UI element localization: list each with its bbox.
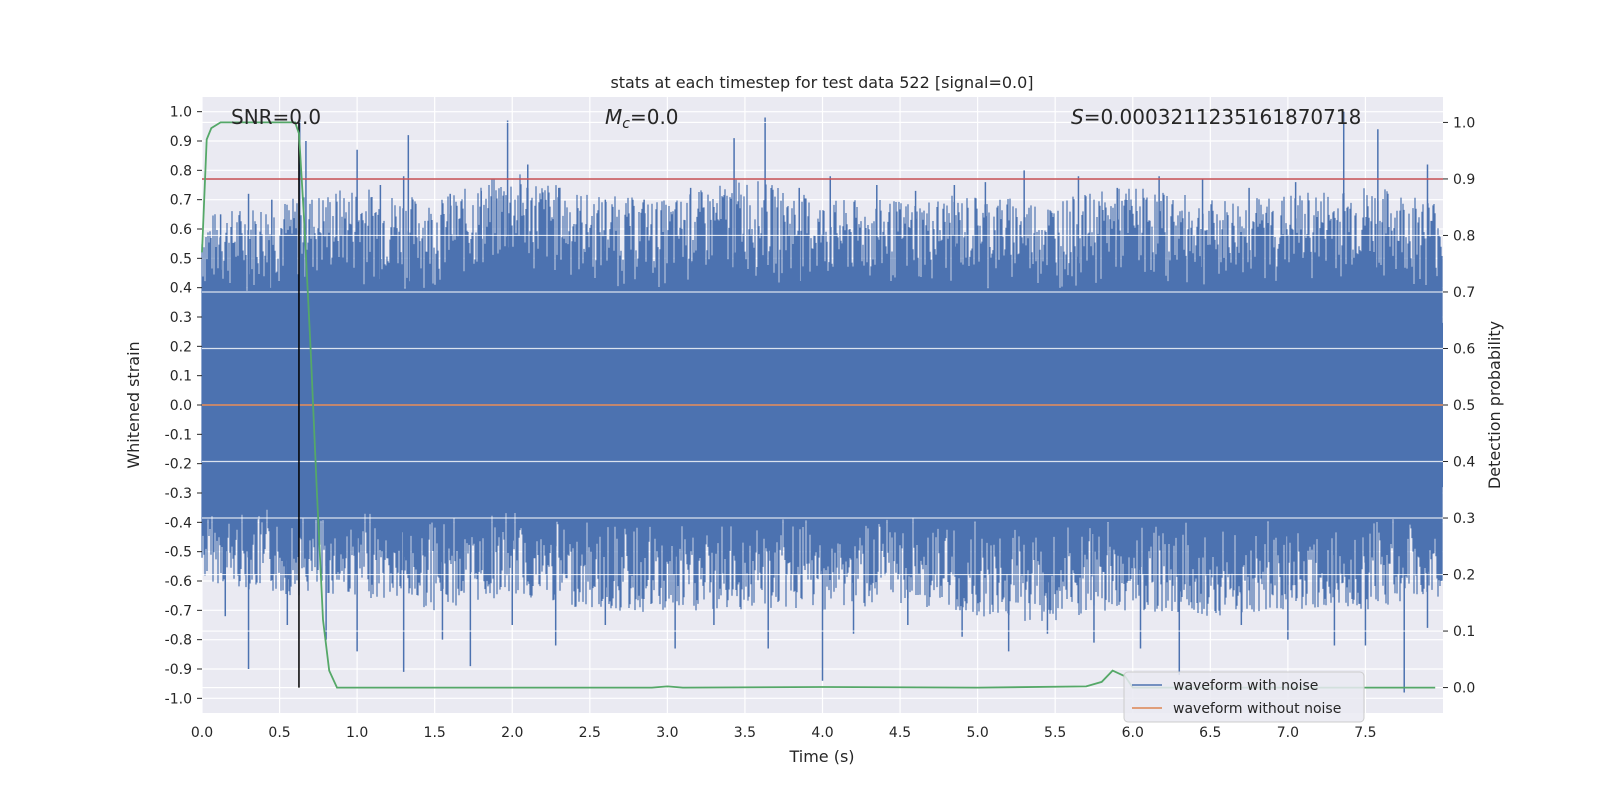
x-tick-label: 2.5: [579, 725, 601, 741]
y-tick-label: -1.0: [165, 691, 192, 707]
x-tick-label: 7.5: [1354, 725, 1376, 741]
x-tick-labels: 0.0 0.5 1.0 1.5 2.0 2.5 3.0 3.5 4.0 4.5 5.0 5.5 6.0 6…: [191, 725, 1377, 741]
y2-tick-label: 0.5: [1453, 398, 1475, 414]
y2-tick-label: 0.3: [1453, 511, 1475, 527]
y-tick-label: -0.6: [165, 574, 192, 590]
x-tick-label: 7.0: [1277, 725, 1299, 741]
y-tick-labels: 1.0 0.9 0.8 0.7 0.6 0.5 0.4 0.3 0.2 0.1 0.0 -0.1 -0.…: [165, 105, 202, 707]
x-tick-label: 1.5: [424, 725, 446, 741]
legend-box: [1123, 671, 1365, 723]
legend: waveform with noise waveform without noi…: [1123, 671, 1365, 723]
y-tick-label: -0.7: [165, 603, 192, 619]
y2-tick-labels: 1.0 0.9 0.8 0.7 0.6 0.5 0.4 0.3 0.2 0.1 0.0: [1443, 115, 1475, 697]
chart-title: stats at each timestep for test data 522…: [610, 73, 1033, 92]
overlay-lines: [201, 121, 1443, 689]
y-tick-label: 0.9: [170, 134, 192, 150]
x-tick-label: 3.5: [734, 725, 756, 741]
y-tick-label: 0.1: [170, 369, 192, 385]
y-tick-label: 0.4: [170, 281, 192, 297]
x-tick-label: 0.0: [191, 725, 213, 741]
x-tick-label: 5.5: [1044, 725, 1066, 741]
y-tick-label: -0.2: [165, 457, 192, 473]
x-tick-label: 4.0: [811, 725, 833, 741]
y-tick-label: -0.4: [165, 515, 192, 531]
chirp-mass-annotation: Mc=0.0: [605, 105, 679, 132]
y2-axis-label: Detection probability: [1485, 321, 1504, 489]
x-tick-label: 0.5: [268, 725, 290, 741]
y2-tick-label: 0.7: [1453, 285, 1475, 301]
y-tick-label: -0.3: [165, 486, 192, 502]
y2-tick-label: 1.0: [1453, 115, 1475, 131]
legend-label-noise: waveform with noise: [1173, 678, 1318, 694]
y-tick-label: 0.6: [170, 222, 192, 238]
legend-label-clean: waveform without noise: [1173, 701, 1341, 717]
y-tick-label: -0.9: [165, 662, 192, 678]
s-annotation: S=0.0003211235161870718: [1071, 105, 1361, 129]
y-tick-label: 0.8: [170, 163, 192, 179]
y-tick-label: 0.0: [170, 398, 192, 414]
y2-tick-label: 0.6: [1453, 341, 1475, 357]
x-tick-label: 6.0: [1122, 725, 1144, 741]
y2-tick-label: 0.1: [1453, 624, 1475, 640]
detection-probability-line: [201, 121, 1436, 689]
x-tick-label: 6.5: [1199, 725, 1221, 741]
y-axis-label: Whitened strain: [124, 341, 143, 468]
y-tick-label: -0.5: [165, 545, 192, 561]
y-tick-label: 0.5: [170, 251, 192, 267]
y-tick-label: -0.8: [165, 633, 192, 649]
x-axis-label: Time (s): [788, 747, 854, 766]
y2-tick-label: 0.0: [1453, 681, 1475, 697]
y2-tick-label: 0.4: [1453, 455, 1475, 471]
x-tick-label: 4.5: [889, 725, 911, 741]
snr-annotation: SNR=0.0: [231, 105, 321, 129]
x-tick-label: 3.0: [656, 725, 678, 741]
x-tick-label: 2.0: [501, 725, 523, 741]
y-tick-label: -0.1: [165, 427, 192, 443]
y-tick-label: 1.0: [170, 105, 192, 121]
x-tick-label: 5.0: [966, 725, 988, 741]
y-tick-label: 0.7: [170, 193, 192, 209]
y2-tick-label: 0.9: [1453, 172, 1475, 188]
x-tick-label: 1.0: [346, 725, 368, 741]
y2-tick-label: 0.2: [1453, 568, 1475, 584]
y2-tick-label: 0.8: [1453, 228, 1475, 244]
y-tick-label: 0.3: [170, 310, 192, 326]
y-tick-label: 0.2: [170, 339, 192, 355]
